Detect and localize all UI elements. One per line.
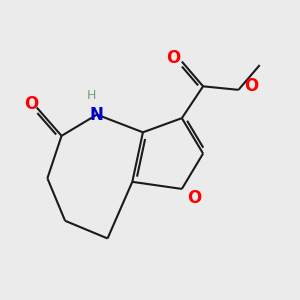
Text: O: O bbox=[244, 77, 258, 95]
Text: H: H bbox=[87, 89, 96, 102]
Text: O: O bbox=[166, 49, 180, 67]
Text: O: O bbox=[24, 95, 39, 113]
Text: N: N bbox=[90, 106, 104, 124]
Text: O: O bbox=[187, 189, 201, 207]
